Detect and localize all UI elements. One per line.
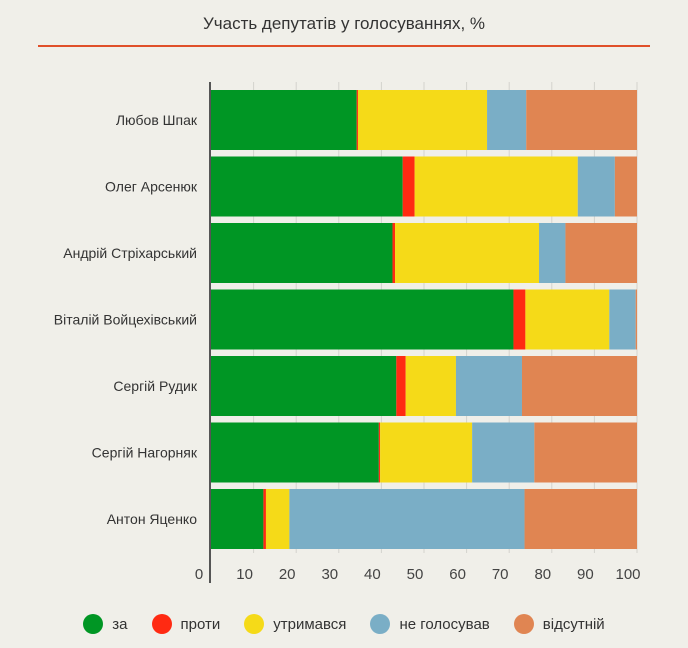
legend-item: не голосував bbox=[370, 614, 490, 634]
bars bbox=[211, 90, 637, 549]
category-labels: Любов Шпак Олег Арсенюк Андрій Стріхарськи… bbox=[54, 112, 198, 527]
bar-segment bbox=[455, 356, 522, 416]
category-label: Сергій Рудик bbox=[113, 378, 197, 394]
x-tick-label: 80 bbox=[534, 566, 551, 583]
bar-segment bbox=[211, 289, 514, 350]
bar-segment bbox=[357, 90, 488, 150]
category-label: Сергій Нагорняк bbox=[92, 445, 198, 461]
chart-title: Участь депутатів у голосуваннях, % bbox=[202, 14, 486, 33]
x-tick-label: 20 bbox=[279, 566, 296, 583]
category-label: Віталій Войцехівський bbox=[54, 312, 197, 328]
x-tick-label: 50 bbox=[407, 566, 424, 583]
bar-segment bbox=[524, 489, 637, 549]
x-tick-label: 90 bbox=[577, 566, 594, 583]
bar-segment bbox=[211, 223, 393, 283]
legend-label: не голосував bbox=[399, 615, 490, 633]
bar-segment bbox=[565, 223, 637, 283]
x-tick-label: 30 bbox=[321, 566, 338, 583]
bar-segment bbox=[356, 90, 358, 150]
legend-label: відсутній bbox=[542, 615, 605, 633]
bar-chart: Любов Шпак Олег Арсенюк Андрій Стріхарськи… bbox=[54, 82, 641, 583]
bar-segment bbox=[513, 289, 526, 350]
bar-segment bbox=[539, 223, 566, 283]
x-tick-label: 100 bbox=[615, 566, 640, 583]
x-tick-label: 10 bbox=[236, 566, 253, 583]
x-axis-ticks: 0 10 20 30 40 50 60 70 80 90 100 bbox=[195, 566, 641, 583]
legend-item: відсутній bbox=[513, 614, 605, 634]
x-tick-label: 60 bbox=[449, 566, 466, 583]
category-label: Антон Яценко bbox=[107, 511, 198, 527]
legend-swatch bbox=[370, 614, 391, 634]
bar-segment bbox=[211, 90, 357, 150]
bar-segment bbox=[378, 422, 381, 483]
legend-label: проти bbox=[180, 615, 221, 633]
x-tick-label: 70 bbox=[492, 566, 509, 583]
category-label: Олег Арсенюк bbox=[105, 179, 198, 195]
x-tick-label: 0 bbox=[195, 566, 203, 583]
bar-segment bbox=[289, 489, 525, 549]
bar-segment bbox=[211, 422, 379, 483]
legend-swatch bbox=[513, 614, 534, 634]
bar-segment bbox=[526, 90, 637, 150]
bar-segment bbox=[614, 156, 637, 217]
bar-segment bbox=[380, 422, 473, 483]
legend-item: утримався bbox=[244, 614, 346, 634]
bar-segment bbox=[396, 356, 406, 416]
legend-item: проти bbox=[151, 614, 221, 634]
legend-label: утримався bbox=[273, 615, 347, 633]
bar-segment bbox=[211, 356, 397, 416]
x-tick-label: 40 bbox=[364, 566, 381, 583]
bar-segment bbox=[395, 223, 540, 283]
bar-segment bbox=[211, 489, 264, 549]
bar-segment bbox=[609, 289, 636, 350]
bar-segment bbox=[487, 90, 527, 150]
bar-segment bbox=[521, 356, 637, 416]
bar-segment bbox=[263, 489, 266, 549]
bar-segment bbox=[414, 156, 578, 217]
bar-segment bbox=[577, 156, 615, 217]
title-divider bbox=[38, 45, 650, 47]
legend-item: за bbox=[83, 614, 128, 634]
bar-segment bbox=[211, 156, 403, 217]
bar-segment bbox=[265, 489, 290, 549]
bar-segment bbox=[534, 422, 637, 483]
legend-swatch bbox=[244, 614, 265, 634]
legend-swatch bbox=[151, 614, 172, 634]
category-label: Андрій Стріхарський bbox=[63, 245, 197, 261]
bar-segment bbox=[635, 289, 637, 350]
category-label: Любов Шпак bbox=[116, 112, 198, 128]
bar-segment bbox=[402, 156, 415, 217]
legend: за проти утримався не голосував відсутній bbox=[0, 614, 688, 634]
legend-label: за bbox=[112, 615, 128, 633]
legend-swatch bbox=[83, 614, 104, 634]
bar-segment bbox=[392, 223, 396, 283]
bar-segment bbox=[405, 356, 456, 416]
bar-segment bbox=[472, 422, 535, 483]
bar-segment bbox=[525, 289, 610, 350]
